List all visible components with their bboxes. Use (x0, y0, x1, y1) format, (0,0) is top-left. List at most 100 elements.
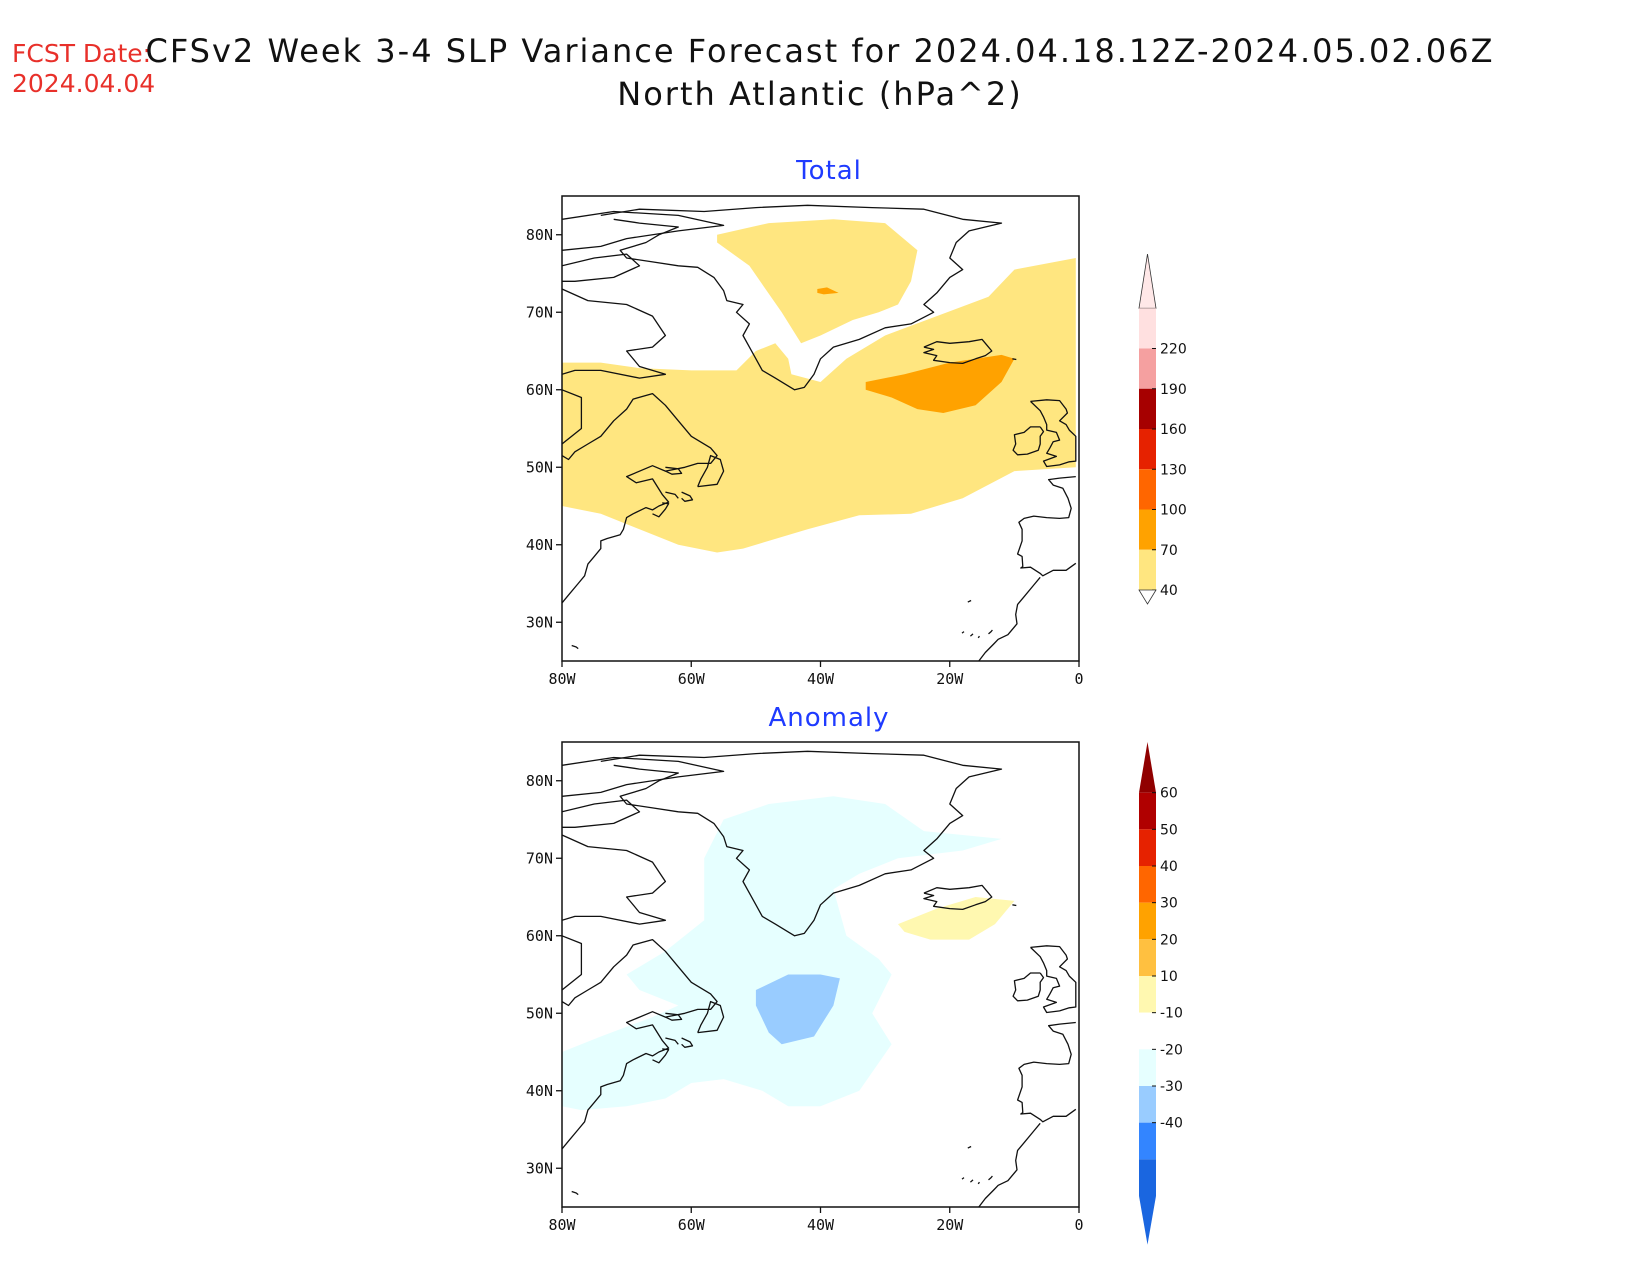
coastline-17 (969, 1179, 974, 1183)
total-40-70-band (562, 258, 1076, 553)
colorbar-label: 190 (1160, 382, 1187, 398)
lat-tick-label: 40N (526, 1082, 553, 1100)
colorbar-segment (1139, 866, 1156, 903)
panel-title-anomaly: Anomaly (768, 703, 889, 733)
coastline-17 (969, 633, 974, 637)
lat-tick-label: 80N (526, 772, 553, 790)
coastline-21 (571, 644, 579, 650)
coastline-20 (967, 599, 972, 603)
lat-tick-label: 80N (526, 226, 553, 244)
coastline-19 (988, 1175, 993, 1181)
total-70-100-iceland (865, 354, 1015, 413)
colorbar-label: 40 (1160, 583, 1178, 599)
coastline-11 (923, 338, 993, 365)
colorbar-segment (1139, 308, 1156, 349)
coastline-22 (1012, 358, 1017, 361)
colorbar-extend-low (1138, 589, 1157, 605)
colorbar-label: -30 (1160, 1079, 1183, 1095)
coastline-22 (1012, 904, 1017, 907)
lon-tick-label: 20W (936, 1216, 964, 1234)
coastline-12 (1030, 399, 1077, 468)
colorbar-label: 10 (1160, 969, 1178, 985)
lat-tick-label: 30N (526, 1159, 553, 1177)
coastline-18 (977, 635, 981, 639)
coastline-6 (665, 466, 683, 475)
colorbar-label: 130 (1160, 462, 1187, 478)
coastline-11 (923, 884, 993, 911)
colorbar-label: -40 (1160, 1116, 1183, 1132)
coastline-9 (652, 1048, 670, 1064)
lat-tick-label: 70N (526, 849, 553, 867)
coastline-4 (562, 392, 718, 604)
lon-tick-label: 60W (678, 670, 706, 688)
lon-tick-label: 40W (807, 1216, 835, 1234)
anomaly-map-panel: 80N 70N 60N 50N 40N 30N 80W 60W 40W 20W 0 (526, 741, 1084, 1234)
coastline-18 (977, 1181, 981, 1185)
coastline-5 (697, 1000, 725, 1034)
colorbar-label: 40 (1160, 859, 1178, 875)
figure-subtitle: North Atlantic (hPa^2) (617, 75, 1022, 113)
lon-tick-label: 0 (1074, 670, 1083, 688)
colorbar-segment (1139, 469, 1156, 510)
lon-tick-label: 0 (1074, 1216, 1083, 1234)
colorbar-label: -20 (1160, 1042, 1183, 1058)
lat-tick-label: 50N (526, 1004, 553, 1022)
colorbar-segment (1139, 902, 1156, 940)
coastline-15 (978, 1122, 1041, 1207)
anomaly-neg20-neg30 (755, 974, 840, 1045)
coastline-2 (562, 288, 667, 379)
lat-tick-label: 70N (526, 303, 553, 321)
coastline-1 (562, 799, 641, 828)
total-40-70-greenland (717, 219, 918, 344)
coastline-5 (697, 454, 725, 488)
total-colorbar: 220 190 160 130 100 70 40 (1138, 253, 1187, 605)
coastline-13 (1012, 426, 1045, 456)
colorbar-segment (1139, 939, 1156, 976)
lat-tick-label: 30N (526, 613, 553, 631)
coastline-16 (961, 631, 965, 634)
lat-tick-label: 50N (526, 458, 553, 476)
figure-title: CFSv2 Week 3-4 SLP Variance Forecast for… (145, 32, 1494, 70)
colorbar-label: 70 (1160, 543, 1178, 559)
colorbar-label: 50 (1160, 822, 1178, 838)
lat-tick-label: 40N (526, 536, 553, 554)
lat-tick-label: 60N (526, 381, 553, 399)
coastline-1 (562, 253, 641, 282)
coastline-10 (600, 204, 1003, 391)
colorbar-extend-high (1138, 253, 1157, 309)
colorbar-segment (1139, 348, 1156, 389)
coastline-6 (665, 1012, 683, 1021)
coastline-20 (967, 1145, 972, 1149)
colorbar-segment (1139, 792, 1156, 830)
coastline-15 (978, 576, 1041, 661)
coastline-2 (562, 834, 667, 925)
anomaly-10-20-iceland (898, 897, 1015, 940)
coastline-14 (1016, 475, 1077, 577)
lon-tick-label: 40W (807, 670, 835, 688)
coastline-21 (571, 1190, 579, 1196)
colorbar-segment (1139, 1086, 1156, 1123)
colorbar-segment (1139, 509, 1156, 550)
coastline-8 (681, 491, 694, 502)
colorbar-label: 60 (1160, 786, 1178, 802)
coastline-14 (1016, 1021, 1077, 1123)
coastline-16 (961, 1177, 965, 1180)
lon-tick-label: 20W (936, 670, 964, 688)
colorbar-extend-high (1139, 742, 1156, 793)
colorbar-label: 220 (1160, 342, 1187, 358)
colorbar-segment (1139, 549, 1156, 590)
anomaly-neg10-neg20-main (562, 796, 1002, 1111)
colorbar-label: -10 (1160, 1006, 1183, 1022)
colorbar-segment (1139, 1122, 1156, 1160)
colorbar-segment (1139, 1159, 1156, 1196)
colorbar-label: 100 (1160, 503, 1187, 519)
colorbar-segment (1139, 1049, 1156, 1086)
coastline-4 (562, 938, 718, 1150)
colorbar-segment (1139, 976, 1156, 1013)
coastline-3 (562, 935, 583, 991)
panel-title-total: Total (795, 156, 862, 186)
coastline-19 (988, 629, 993, 635)
colorbar-extend-low (1139, 1196, 1156, 1245)
lon-tick-label: 80W (548, 1216, 576, 1234)
